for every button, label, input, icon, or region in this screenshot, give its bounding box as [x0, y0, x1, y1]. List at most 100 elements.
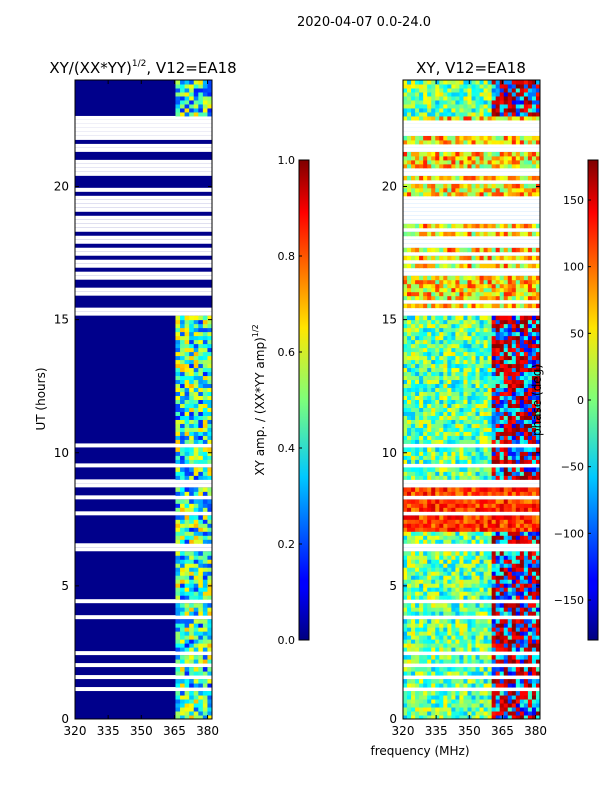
right-heatmap-cell [524, 643, 529, 647]
right-heatmap-cell [476, 152, 481, 156]
right-heatmap-cell [419, 427, 424, 431]
right-heatmap-cell [508, 595, 513, 599]
right-heatmap-cell [496, 567, 501, 571]
right-heatmap-cell [500, 100, 505, 104]
right-heatmap-cell [443, 248, 448, 252]
right-heatmap-cell [504, 679, 509, 683]
right-heatmap-cell [496, 248, 501, 252]
left-heatmap-cell [203, 336, 208, 340]
right-heatmap-cell [467, 611, 472, 615]
right-heatmap-cell [500, 555, 505, 559]
right-heatmap-cell [419, 655, 424, 659]
right-heatmap-cell [419, 635, 424, 639]
right-heatmap-cell [455, 164, 460, 168]
right-heatmap-cell [439, 447, 444, 451]
right-heatmap-cell [488, 336, 493, 340]
right-heatmap-cell [484, 296, 489, 300]
right-heatmap-cell [439, 571, 444, 575]
right-heatmap-cell [484, 603, 489, 607]
left-heatmap-cell [189, 411, 194, 415]
right-heatmap-cell [524, 340, 529, 344]
right-heatmap-cell [423, 595, 428, 599]
right-heatmap-cell [435, 535, 440, 539]
right-y-tick-label: 20 [382, 180, 397, 194]
left-flag-row [75, 687, 212, 691]
right-heatmap-cell [403, 403, 408, 407]
right-heatmap-cell [480, 156, 485, 160]
right-heatmap-cell [504, 423, 509, 427]
right-heatmap-cell [508, 579, 513, 583]
right-heatmap-cell [488, 595, 493, 599]
right-heatmap-cell [431, 571, 436, 575]
left-heatmap-cell [175, 392, 180, 396]
left-flag-row [75, 132, 212, 136]
left-heatmap-cell [180, 400, 185, 404]
right-heatmap-cell [463, 455, 468, 459]
right-heatmap-cell [496, 531, 501, 535]
right-heatmap-cell [447, 152, 452, 156]
right-heatmap-cell [500, 108, 505, 112]
right-heatmap-cell [451, 324, 456, 328]
right-heatmap-cell [520, 364, 525, 368]
left-heatmap-cell [185, 403, 190, 407]
right-heatmap-cell [427, 400, 432, 404]
right-heatmap-cell [508, 475, 513, 479]
right-heatmap-cell [528, 80, 533, 84]
right-heatmap-cell [451, 407, 456, 411]
right-heatmap-cell [520, 567, 525, 571]
right-heatmap-cell [439, 356, 444, 360]
left-heatmap-cell [175, 423, 180, 427]
right-heatmap-cell [411, 108, 416, 112]
right-heatmap-cell [492, 108, 497, 112]
right-heatmap-cell [512, 192, 517, 196]
right-heatmap-cell [411, 623, 416, 627]
right-heatmap-cell [500, 112, 505, 116]
left-heatmap-cell [185, 527, 190, 531]
right-heatmap-cell [439, 164, 444, 168]
right-heatmap-cell [500, 324, 505, 328]
right-heatmap-cell [524, 447, 529, 451]
right-heatmap-cell [480, 364, 485, 368]
left-heatmap-cell [198, 519, 203, 523]
right-heatmap-cell [447, 475, 452, 479]
right-heatmap-cell [407, 80, 412, 84]
left-heatmap-cell [185, 591, 190, 595]
right-heatmap-cell [447, 667, 452, 671]
right-heatmap-cell [484, 467, 489, 471]
right-heatmap-cell [419, 535, 424, 539]
right-heatmap-cell [451, 384, 456, 388]
right-heatmap-cell [472, 667, 477, 671]
right-heatmap-cell [415, 515, 420, 519]
left-heatmap-cell [175, 455, 180, 459]
right-heatmap-cell [419, 699, 424, 703]
right-heatmap-cell [403, 376, 408, 380]
right-heatmap-cell [451, 396, 456, 400]
right-heatmap-cell [459, 140, 464, 144]
right-heatmap-cell [516, 104, 521, 108]
right-heatmap-cell [492, 655, 497, 659]
right-heatmap-cell [407, 392, 412, 396]
right-heatmap-cell [447, 503, 452, 507]
right-heatmap-cell [472, 487, 477, 491]
right-heatmap-cell [524, 459, 529, 463]
right-heatmap-cell [467, 671, 472, 675]
right-heatmap-cell [407, 491, 412, 495]
right-heatmap-cell [484, 284, 489, 288]
right-heatmap-cell [480, 507, 485, 511]
right-heatmap-cell [403, 647, 408, 651]
right-heatmap-cell [463, 92, 468, 96]
left-heatmap-cell [189, 563, 194, 567]
right-heatmap-cell [451, 188, 456, 192]
right-flag-row [403, 120, 540, 124]
right-heatmap-cell [447, 328, 452, 332]
right-heatmap-cell [451, 292, 456, 296]
right-heatmap-cell [467, 503, 472, 507]
right-heatmap-cell [500, 388, 505, 392]
left-x-tick-label: 335 [97, 724, 120, 738]
right-heatmap-cell [508, 659, 513, 663]
right-heatmap-cell [500, 515, 505, 519]
left-heatmap-cell [198, 368, 203, 372]
right-heatmap-cell [524, 108, 529, 112]
right-heatmap-cell [427, 555, 432, 559]
right-heatmap-cell [439, 631, 444, 635]
